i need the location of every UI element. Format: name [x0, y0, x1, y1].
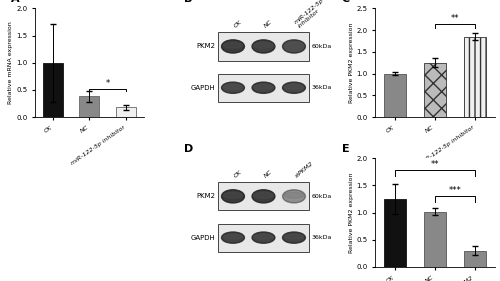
Ellipse shape: [222, 232, 244, 243]
Ellipse shape: [224, 192, 242, 198]
Bar: [43, 63, 63, 117]
Ellipse shape: [224, 84, 242, 89]
Text: CK: CK: [233, 170, 242, 179]
Text: GAPDH: GAPDH: [190, 235, 215, 241]
Text: CK: CK: [233, 20, 242, 29]
Bar: [116, 107, 136, 117]
Text: siPKM2: siPKM2: [294, 161, 314, 179]
Text: GAPDH: GAPDH: [190, 85, 215, 91]
Text: D: D: [184, 144, 193, 154]
Ellipse shape: [254, 84, 273, 89]
Text: E: E: [342, 144, 349, 154]
Ellipse shape: [284, 42, 304, 48]
Text: 36kDa: 36kDa: [312, 235, 332, 240]
Bar: [218, 32, 309, 61]
Bar: [424, 63, 446, 117]
Text: 36kDa: 36kDa: [312, 85, 332, 90]
Text: 60kDa: 60kDa: [312, 194, 332, 199]
Bar: [218, 74, 309, 102]
Text: **: **: [431, 160, 440, 169]
Text: *: *: [106, 79, 110, 88]
Text: ***: ***: [448, 186, 462, 195]
Text: PKM2: PKM2: [196, 193, 215, 199]
Ellipse shape: [254, 192, 273, 198]
Ellipse shape: [254, 42, 273, 48]
Y-axis label: Relative mRNA expression: Relative mRNA expression: [8, 21, 14, 104]
Text: miR-122-5p
inhibitor: miR-122-5p inhibitor: [294, 0, 329, 29]
Text: PKM2: PKM2: [196, 44, 215, 49]
Ellipse shape: [224, 234, 242, 239]
Text: NC: NC: [264, 169, 274, 179]
Bar: [384, 74, 406, 117]
Bar: [218, 223, 309, 252]
Bar: [424, 212, 446, 267]
Y-axis label: Relative PKM2 expression: Relative PKM2 expression: [348, 172, 354, 253]
Text: B: B: [184, 0, 192, 4]
Ellipse shape: [252, 232, 275, 243]
Ellipse shape: [282, 190, 306, 203]
Text: 60kDa: 60kDa: [312, 44, 332, 49]
Ellipse shape: [252, 40, 275, 53]
Text: NC: NC: [264, 19, 274, 29]
Ellipse shape: [284, 192, 304, 198]
Y-axis label: Relative PKM2 expression: Relative PKM2 expression: [348, 22, 354, 103]
Text: C: C: [342, 0, 350, 4]
Bar: [464, 37, 486, 117]
Ellipse shape: [284, 84, 304, 89]
Bar: [384, 199, 406, 267]
Ellipse shape: [252, 82, 275, 93]
Bar: [464, 251, 486, 267]
Ellipse shape: [254, 234, 273, 239]
Ellipse shape: [222, 40, 244, 53]
Ellipse shape: [222, 82, 244, 93]
Ellipse shape: [282, 232, 306, 243]
Text: **: **: [451, 14, 460, 23]
Text: A: A: [11, 0, 20, 4]
Ellipse shape: [282, 40, 306, 53]
Ellipse shape: [252, 190, 275, 203]
Ellipse shape: [224, 42, 242, 48]
Bar: [80, 96, 100, 117]
Bar: [218, 182, 309, 210]
Ellipse shape: [222, 190, 244, 203]
Ellipse shape: [282, 82, 306, 93]
Ellipse shape: [284, 234, 304, 239]
